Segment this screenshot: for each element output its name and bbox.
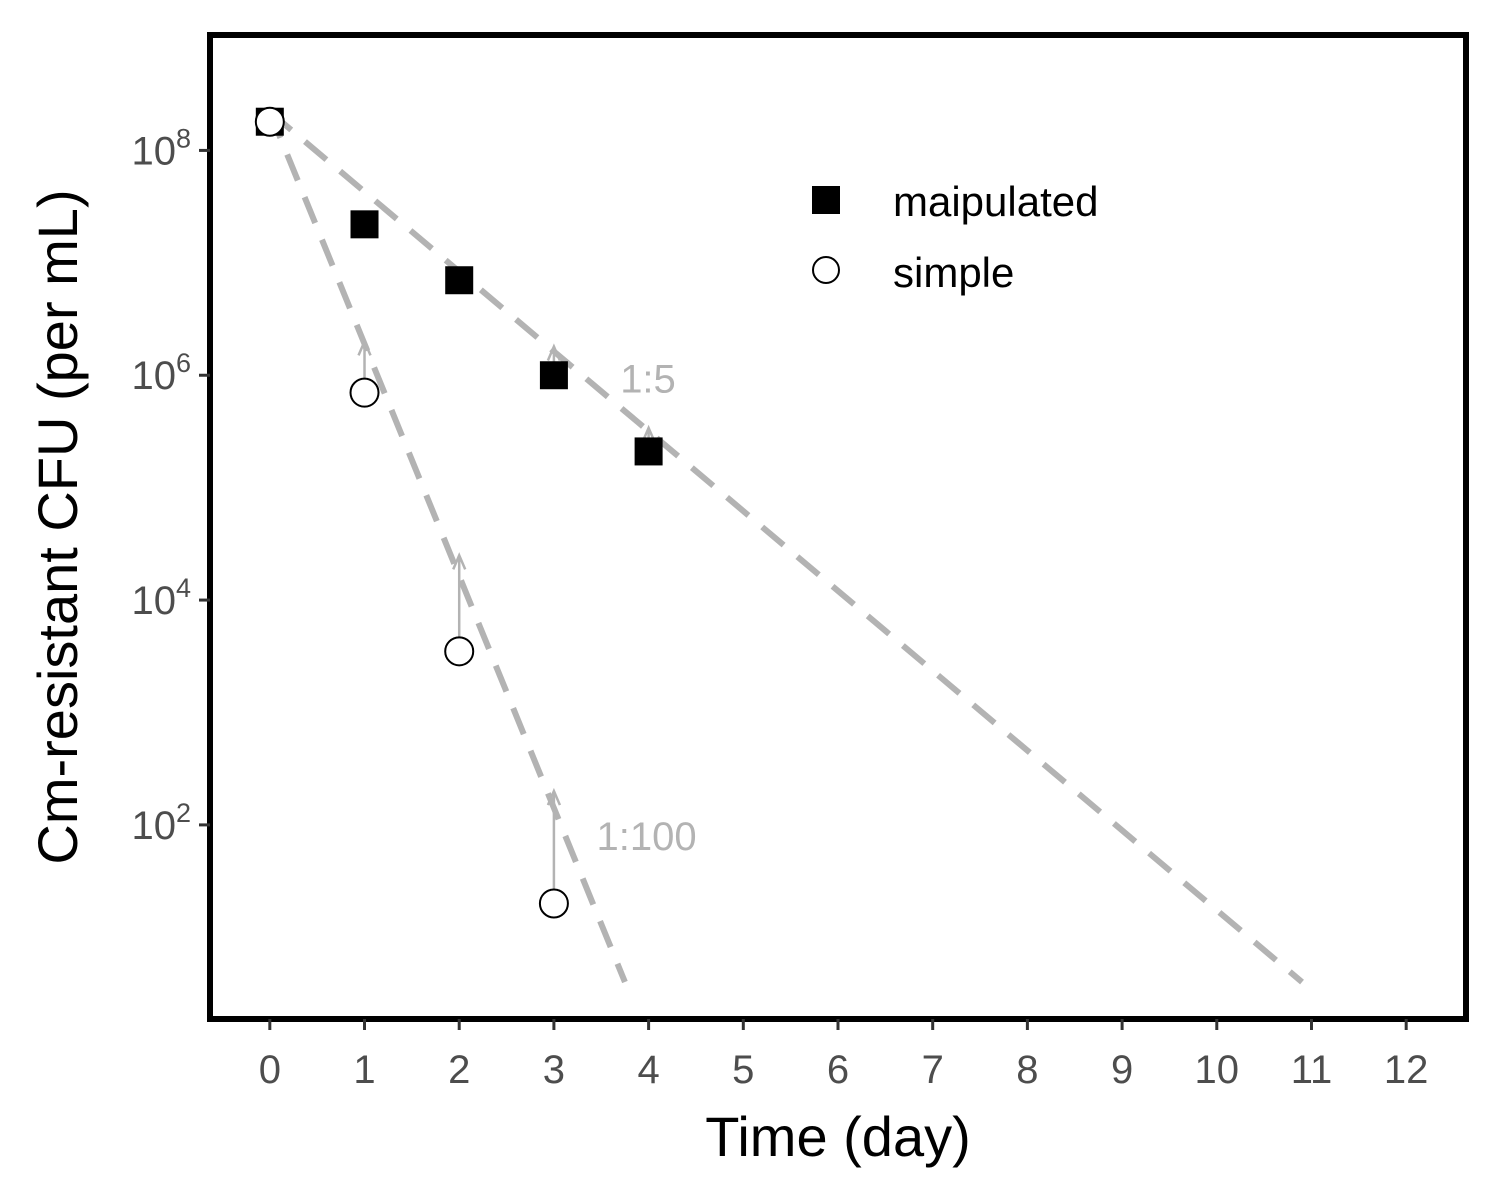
fit-lines <box>267 109 1304 985</box>
x-tick-label: 8 <box>1016 1048 1038 1092</box>
plot-frame <box>207 32 1469 1022</box>
legend-key-maipulated <box>812 186 840 214</box>
annotations: 1:5 1:100 <box>597 358 697 859</box>
x-axis: 0 1 2 3 4 5 6 7 8 9 10 11 12 <box>259 1019 1429 1092</box>
fit-line <box>267 109 1304 985</box>
point-simple <box>349 377 380 408</box>
annotation-label: 1:100 <box>597 815 697 859</box>
fit-line <box>267 110 628 984</box>
point-maipulated <box>350 210 379 239</box>
annotation-label: 1:5 <box>620 358 676 402</box>
y-tick-label: 102 <box>131 798 191 848</box>
arrow-head <box>546 343 562 362</box>
x-tick-label: 9 <box>1111 1048 1133 1092</box>
point-simple <box>254 106 285 137</box>
point-maipulated <box>634 437 663 466</box>
arrow-head <box>452 552 467 570</box>
x-axis-title: Time (day) <box>705 1105 971 1168</box>
x-tick-label: 7 <box>922 1048 944 1092</box>
x-tick-label: 4 <box>637 1048 659 1092</box>
point-simple <box>444 636 475 667</box>
legend: maipulated simple <box>812 178 1098 296</box>
data-points <box>254 106 663 919</box>
x-tick-label: 6 <box>827 1048 849 1092</box>
y-tick-label: 106 <box>131 348 191 398</box>
x-tick-label: 11 <box>1291 1048 1333 1092</box>
point-simple <box>538 888 569 919</box>
x-tick-label: 2 <box>448 1048 470 1092</box>
x-tick-label: 5 <box>732 1048 754 1092</box>
y-tick-label: 104 <box>131 573 191 623</box>
legend-label-maipulated: maipulated <box>893 178 1098 225</box>
legend-key-simple <box>812 256 840 284</box>
x-tick-label: 1 <box>353 1048 375 1092</box>
x-tick-label: 0 <box>259 1048 281 1092</box>
point-maipulated <box>539 361 568 390</box>
arrow-head <box>641 424 656 443</box>
point-maipulated <box>445 266 474 295</box>
x-tick-label: 12 <box>1384 1048 1429 1092</box>
y-tick-label: 108 <box>131 123 191 173</box>
y-axis: 102 104 106 108 <box>131 123 210 848</box>
arrow-head <box>357 338 372 356</box>
y-axis-title: Cm-resistant CFU (per mL) <box>26 189 89 864</box>
x-tick-label: 10 <box>1195 1048 1240 1092</box>
legend-label-simple: simple <box>893 249 1014 296</box>
x-tick-label: 3 <box>543 1048 565 1092</box>
arrow-head <box>546 787 562 806</box>
